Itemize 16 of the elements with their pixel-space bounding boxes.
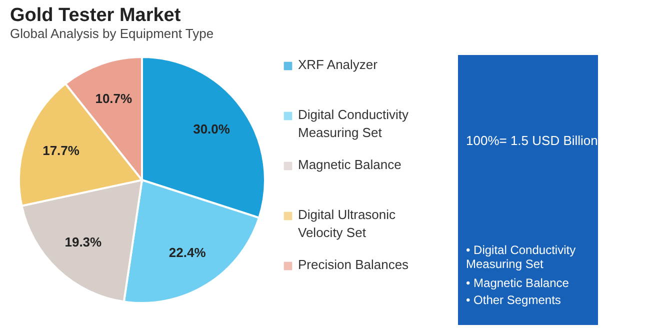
chart-title: Gold Tester Market: [10, 5, 182, 26]
text: • Magnetic Balance: [466, 276, 570, 290]
chart-subtitle: Global Analysis by Equipment Type: [10, 26, 214, 41]
legend-label: Precision Balances: [298, 257, 410, 272]
data-label: 10.7%: [95, 90, 133, 106]
text: 100%= 1.5 USD Billion: [466, 133, 598, 148]
data-label: 17.7%: [42, 143, 80, 158]
text: • Digital Conductivity Measuring Set: [466, 243, 576, 271]
data-label: 22.4%: [168, 245, 206, 260]
legend-label: Digital Ultrasonic Velocity Set: [298, 207, 396, 240]
legend-label: Magnetic Balance: [298, 157, 402, 172]
data-label: 30.0%: [193, 121, 230, 136]
legend-label: Digital Conductivity Measuring Set: [298, 107, 410, 140]
legend-label: XRF Analyzer: [298, 57, 378, 72]
text: • Other Segments: [466, 293, 561, 307]
data-label: 19.3%: [64, 234, 102, 250]
